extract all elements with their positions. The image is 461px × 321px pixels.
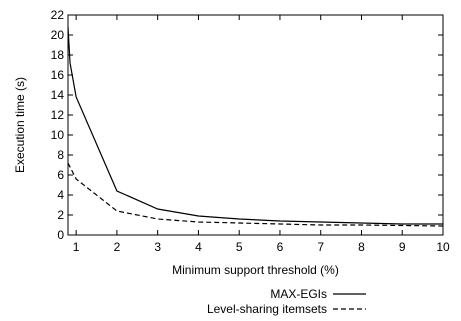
series-lines [67, 26, 444, 227]
y-tick-label: 14 [51, 88, 65, 102]
x-tick-label: 8 [358, 240, 365, 254]
y-tick-label: 20 [51, 28, 65, 42]
y-tick-label: 10 [51, 128, 65, 142]
plot-area-frame [67, 14, 444, 236]
x-tick-label: 10 [436, 240, 450, 254]
y-tick-label: 22 [51, 8, 65, 22]
series-line-max-egis [67, 26, 443, 225]
x-tick-label: 2 [114, 240, 121, 254]
series-line-level-sharing-itemsets [67, 162, 444, 227]
y-tick-label: 8 [57, 148, 64, 162]
y-tick-label: 6 [57, 168, 64, 182]
x-axis-label: Minimum support threshold (%) [172, 263, 339, 277]
x-tick-label: 7 [317, 240, 324, 254]
y-axis-ticks: 0 2 4 6 8 10 12 14 16 18 20 22 [51, 8, 443, 242]
y-axis-label: Execution time (s) [13, 77, 27, 173]
y-tick-label: 18 [51, 48, 65, 62]
x-tick-label: 4 [195, 240, 202, 254]
legend: MAX-EGIs Level-sharing itemsets [207, 287, 366, 316]
legend-label-level-sharing-itemsets: Level-sharing itemsets [207, 302, 327, 316]
x-tick-label: 1 [73, 240, 80, 254]
y-tick-label: 16 [51, 68, 65, 82]
x-tick-label: 9 [399, 240, 406, 254]
y-tick-label: 12 [51, 108, 65, 122]
y-tick-label: 2 [57, 208, 64, 222]
y-tick-label: 0 [57, 228, 64, 242]
y-tick-label: 4 [57, 188, 64, 202]
x-tick-label: 6 [277, 240, 284, 254]
x-tick-label: 5 [236, 240, 243, 254]
legend-label-max-egis: MAX-EGIs [270, 287, 327, 301]
x-axis-ticks: 1 2 3 4 5 6 7 8 9 10 [73, 15, 450, 254]
x-tick-label: 3 [154, 240, 161, 254]
